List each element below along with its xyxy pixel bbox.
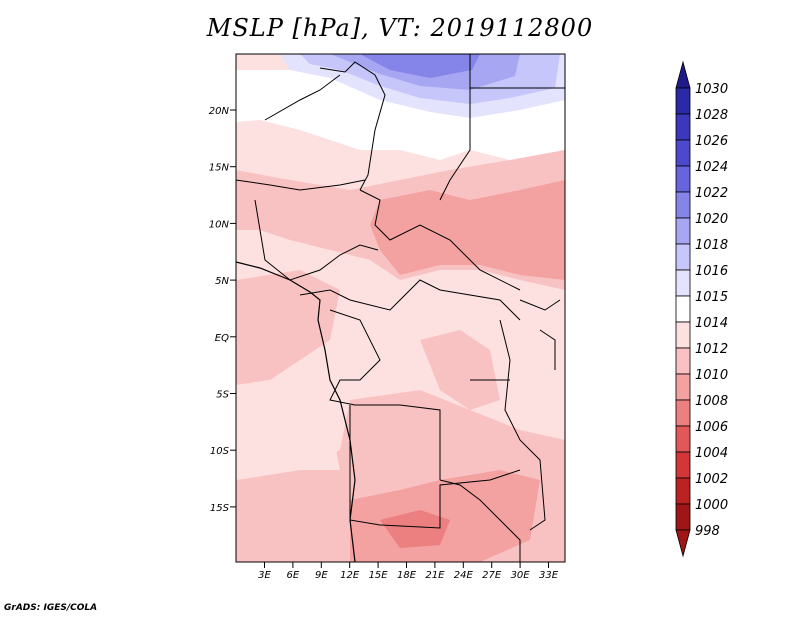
colorbar-swatch: [675, 113, 691, 141]
colorbar-label: 1012: [695, 342, 728, 357]
colorbar-top-arrow: [675, 60, 691, 89]
lon-label: 9E: [315, 570, 328, 581]
country-boundaries: [235, 54, 565, 562]
lon-label: 18E: [397, 570, 417, 581]
lon-label: 21E: [425, 570, 445, 581]
lon-label: 27E: [482, 570, 502, 581]
colorbar-label: 1004: [695, 446, 728, 461]
lat-label: 5N: [215, 276, 229, 287]
colorbar-swatch: [675, 399, 691, 427]
lon-label: 33E: [539, 570, 559, 581]
colorbar-label: 998: [695, 524, 720, 539]
colorbar-swatch: [675, 321, 691, 349]
colorbar-label: 1016: [695, 264, 728, 279]
colorbar-label: 1006: [695, 420, 728, 435]
lat-label: 15S: [210, 503, 230, 514]
lon-label: 6E: [287, 570, 300, 581]
colorbar-swatch: [675, 373, 691, 401]
lat-label: 10S: [210, 446, 230, 457]
colorbar-swatch: [675, 217, 691, 245]
lat-label: 20N: [209, 106, 230, 117]
latitude-axis: 20N 15N 10N 5N EQ 5S 10S 15S: [209, 106, 236, 514]
colorbar-label: 1018: [695, 238, 728, 253]
colorbar-swatch: [675, 269, 691, 297]
lon-label: 15E: [369, 570, 389, 581]
colorbar-label: 1022: [695, 186, 728, 201]
longitude-axis: 3E 6E 9E 12E 15E 18E 21E 24E 27E 30E 33E: [258, 562, 559, 581]
colorbar-label: 1002: [695, 472, 728, 487]
coastline: [235, 261, 356, 563]
colorbar-swatch: [675, 451, 691, 479]
lat-label: 15N: [209, 163, 230, 174]
colorbar-swatch: [675, 87, 691, 115]
colorbar-label: 1008: [695, 394, 728, 409]
map-frame: [235, 53, 566, 563]
pressure-field: [236, 54, 565, 562]
map-title: MSLP [hPa], VT: 2019112800: [206, 14, 594, 42]
credit-label: GrADS: IGES/COLA: [4, 603, 98, 613]
colorbar-swatch: [675, 477, 691, 505]
lon-label: 30E: [511, 570, 531, 581]
lon-label: 12E: [340, 570, 360, 581]
colorbar-swatch: [675, 139, 691, 167]
colorbar-swatch: [675, 191, 691, 219]
colorbar-swatch: [675, 295, 691, 323]
lon-label: 24E: [454, 570, 474, 581]
lat-label: 10N: [209, 219, 230, 230]
colorbar-swatch: [675, 503, 691, 531]
colorbar-swatch: [675, 165, 691, 193]
colorbar-swatch: [675, 425, 691, 453]
colorbar-label: 1015: [695, 290, 728, 305]
colorbar-bottom-arrow: [675, 529, 691, 558]
colorbar-label: 1026: [695, 134, 728, 149]
lat-label: 5S: [216, 390, 229, 401]
lat-label: EQ: [215, 333, 229, 344]
colorbar-label: 1014: [695, 316, 728, 331]
colorbar-swatch: [675, 347, 691, 375]
lon-label: 3E: [258, 570, 271, 581]
colorbar-label: 1028: [695, 108, 728, 123]
colorbar-swatch: [675, 243, 691, 271]
colorbar-label: 1030: [695, 82, 728, 97]
colorbar-label: 1000: [695, 498, 728, 513]
colorbar-label: 1024: [695, 160, 728, 175]
colorbar: 1030 1028 1026 1024 1022 1020 1018 1016 1015 1014…: [675, 60, 728, 558]
colorbar-label: 1010: [695, 368, 728, 383]
colorbar-label: 1020: [695, 212, 728, 227]
